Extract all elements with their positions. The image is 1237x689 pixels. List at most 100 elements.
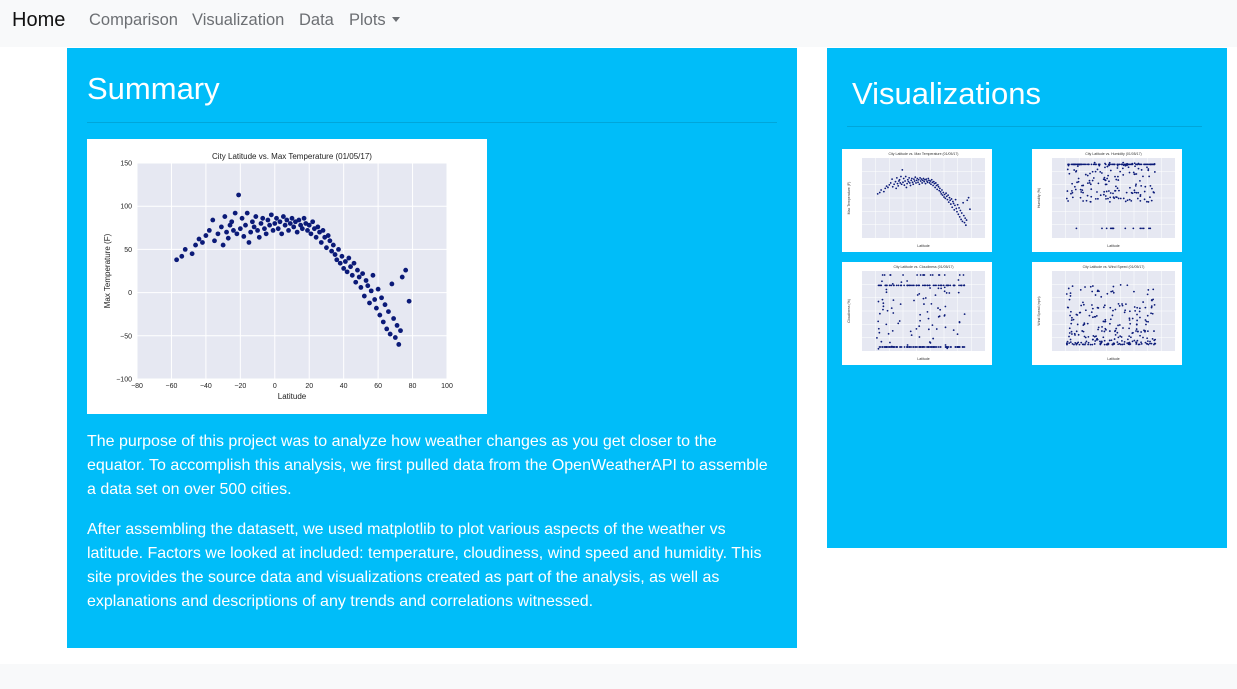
thumb-data-point — [917, 178, 920, 181]
data-point — [253, 214, 259, 219]
thumb-data-point — [1125, 191, 1128, 194]
thumb-data-point — [902, 181, 904, 184]
thumb-data-point — [1082, 301, 1084, 304]
thumb-data-point — [1070, 322, 1073, 325]
thumb-data-point — [1086, 182, 1089, 185]
data-point — [241, 234, 247, 239]
thumb-data-point — [1121, 304, 1124, 307]
thumb-data-point — [929, 287, 931, 289]
thumb-data-point — [1133, 306, 1136, 308]
nav-home-link[interactable]: Home — [12, 9, 66, 31]
data-point — [346, 255, 352, 261]
main-scatter-plot-image[interactable]: −80 −60 −40 −20 0 20 40 60 80 100 −100 −50 0 50 100 150… — [87, 139, 487, 414]
thumb-data-point — [883, 274, 886, 276]
data-point — [229, 219, 235, 225]
thumb-data-point — [1108, 161, 1111, 164]
thumb-data-point — [1079, 288, 1082, 291]
thumbnail-wind-speed[interactable]: City Latitude vs. Wind Speed (01/05/17) L… — [1032, 262, 1182, 365]
thumb-data-point — [1096, 306, 1099, 309]
thumb-data-point — [1070, 330, 1073, 333]
thumbnail-humidity[interactable]: City Latitude vs. Humidity (01/05/17) Lat… — [1032, 149, 1182, 252]
thumb-data-point — [922, 297, 925, 300]
thumb-data-point — [1122, 327, 1124, 329]
thumb-data-point — [924, 182, 927, 185]
thumb-data-point — [933, 182, 936, 185]
thumb-data-point — [1112, 192, 1114, 195]
thumb-data-point — [1116, 163, 1119, 166]
thumbnail-temperature[interactable]: City Latitude vs. Max Temperature (01/05… — [842, 149, 992, 252]
data-point — [193, 242, 198, 248]
thumb-data-point — [916, 294, 919, 296]
thumb-data-point — [1139, 180, 1141, 182]
nav-visualization-link[interactable]: Visualization — [192, 11, 285, 29]
thumb-data-point — [1066, 340, 1069, 343]
thumb-data-point — [917, 284, 920, 287]
thumb-data-point — [908, 182, 911, 184]
thumb-data-point — [912, 183, 915, 186]
thumb-data-point — [884, 284, 887, 287]
data-point — [231, 227, 236, 233]
thumb-data-point — [948, 196, 951, 199]
data-point — [398, 328, 403, 334]
nav-data-link[interactable]: Data — [299, 11, 334, 29]
thumb-data-point — [1137, 162, 1140, 165]
data-point — [182, 247, 188, 252]
nav-comparison-link[interactable]: Comparison — [89, 11, 178, 29]
thumb-data-point — [1069, 314, 1071, 317]
thumb-data-point — [917, 181, 919, 184]
thumb-data-point — [1142, 227, 1145, 230]
thumb-data-point — [1121, 343, 1124, 346]
thumb-data-point — [1076, 323, 1079, 326]
thumb-data-point — [900, 175, 902, 178]
thumb-data-point — [1117, 324, 1119, 327]
data-point — [262, 226, 267, 232]
thumb-data-point — [963, 221, 966, 224]
thumb-x-label: Latitude — [1107, 357, 1120, 361]
thumb-data-point — [1068, 335, 1070, 338]
thumb-data-point — [1151, 187, 1153, 190]
thumb-data-point — [1070, 163, 1073, 166]
thumb-data-point — [1105, 190, 1108, 193]
thumb-data-point — [935, 346, 938, 348]
thumbnail-cloudiness[interactable]: City Latitude vs. Cloudiness (01/05/17) L… — [842, 262, 992, 365]
thumb-data-point — [940, 284, 943, 287]
data-point — [291, 224, 297, 230]
thumb-data-point — [916, 177, 919, 180]
thumb-data-point — [923, 274, 926, 276]
thumb-data-point — [1096, 337, 1098, 340]
thumb-data-point — [1152, 298, 1155, 301]
thumb-data-point — [900, 183, 903, 186]
thumb-data-point — [886, 309, 889, 312]
thumb-data-point — [1138, 307, 1141, 310]
thumb-data-point — [952, 329, 955, 332]
data-point — [337, 260, 343, 266]
thumb-data-point — [1139, 334, 1141, 337]
x-axis-label: Latitude — [278, 392, 307, 401]
data-point — [389, 281, 395, 287]
thumb-data-point — [1069, 341, 1072, 344]
data-point — [306, 222, 312, 228]
x-tick-label: −60 — [166, 383, 178, 390]
data-point — [361, 293, 367, 299]
thumb-data-point — [953, 208, 956, 211]
thumb-data-point — [1134, 173, 1136, 176]
thumb-data-point — [1123, 311, 1126, 314]
thumb-data-point — [949, 284, 952, 287]
thumb-data-point — [1118, 163, 1121, 166]
thumb-data-point — [888, 346, 891, 348]
thumb-data-point — [1151, 338, 1154, 340]
thumb-data-point — [1071, 285, 1074, 288]
thumb-data-point — [1136, 339, 1139, 342]
thumb-data-point — [1090, 188, 1093, 191]
thumb-data-point — [1131, 192, 1134, 195]
thumb-data-point — [906, 284, 909, 287]
thumb-data-point — [1091, 307, 1094, 310]
thumb-data-point — [906, 346, 908, 348]
thumb-data-point — [1147, 289, 1150, 291]
thumb-data-point — [939, 187, 941, 190]
thumb-data-point — [1144, 163, 1147, 166]
thumb-data-point — [1135, 328, 1138, 330]
thumb-data-point — [969, 208, 971, 211]
thumb-data-point — [1088, 181, 1091, 184]
nav-plots-dropdown[interactable]: Plots — [349, 11, 400, 30]
